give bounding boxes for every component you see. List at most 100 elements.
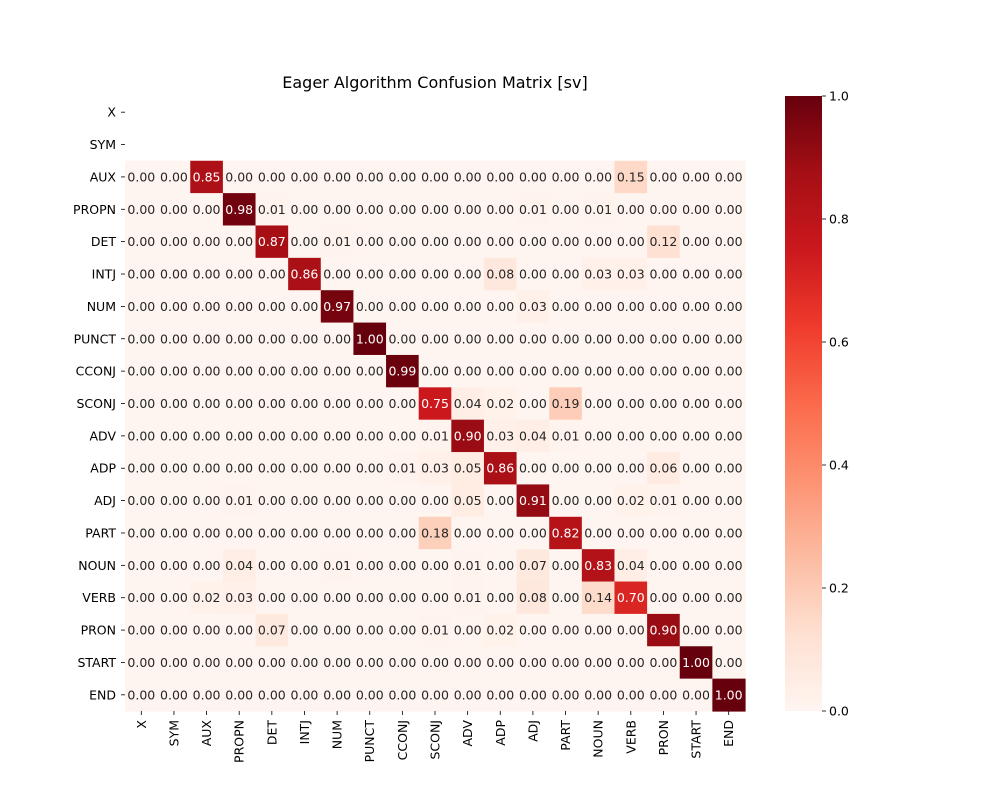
cell-value-label: 0.00 <box>323 331 351 346</box>
heatmap-cell <box>581 354 616 388</box>
cell-value-label: 0.00 <box>193 202 221 217</box>
cell-value-label: 0.00 <box>356 687 384 702</box>
heatmap-cell <box>516 452 550 486</box>
heatmap-cell <box>614 419 648 453</box>
cell-value-label: 0.70 <box>617 590 645 605</box>
cell-value-label: 0.00 <box>682 623 710 638</box>
colorbar-gradient <box>785 96 822 711</box>
cell-value-label: 0.00 <box>127 493 155 508</box>
heatmap-cell <box>418 387 452 421</box>
cell-value-label: 0.00 <box>388 493 416 508</box>
cell-value-label: 0.00 <box>649 267 677 282</box>
cell-value-label: 0.02 <box>486 623 514 638</box>
x-tick-label: PRON <box>656 720 671 755</box>
heatmap-cell <box>712 387 746 421</box>
heatmap-cell <box>125 484 159 518</box>
heatmap-cell <box>581 322 616 356</box>
heatmap-cell <box>157 322 191 356</box>
heatmap-cell <box>418 322 452 356</box>
heatmap-cell <box>581 452 616 486</box>
heatmap-cell <box>614 225 648 259</box>
cell-value-label: 0.00 <box>584 364 612 379</box>
heatmap-cell <box>190 225 224 259</box>
cell-value-label: 0.00 <box>584 234 612 249</box>
y-tick-label: PUNCT <box>74 331 117 346</box>
heatmap-cell <box>712 484 746 518</box>
cell-value-label: 0.00 <box>682 331 710 346</box>
heatmap-cell <box>125 452 159 486</box>
heatmap-cell <box>679 581 713 615</box>
cell-value-label: 0.00 <box>160 525 188 540</box>
cell-value-label: 0.00 <box>682 558 710 573</box>
heatmap-cell <box>386 257 420 291</box>
heatmap-cell <box>549 646 583 680</box>
cell-value-label: 0.00 <box>388 202 416 217</box>
cell-value-label: 0.00 <box>388 331 416 346</box>
x-tick-label: INTJ <box>297 720 312 744</box>
heatmap-cell <box>222 419 257 453</box>
x-tick-label: SYM <box>166 720 181 746</box>
cell-value-label: 1.00 <box>682 655 710 670</box>
heatmap-cell <box>483 354 518 388</box>
heatmap-cell <box>679 193 713 227</box>
heatmap-cell <box>614 387 648 421</box>
heatmap-cell <box>679 452 713 486</box>
cell-value-label: 0.00 <box>193 364 221 379</box>
cell-value-label: 0.00 <box>649 169 677 184</box>
cell-value-label: 0.00 <box>519 525 547 540</box>
heatmap-cell <box>353 225 387 259</box>
heatmap-cell <box>255 516 289 550</box>
heatmap-cell <box>418 581 452 615</box>
cell-value-label: 0.00 <box>225 461 253 476</box>
heatmap-cell <box>353 678 387 712</box>
heatmap-cell <box>255 484 289 518</box>
heatmap-cell <box>516 160 550 194</box>
cell-value-label: 0.00 <box>682 267 710 282</box>
cell-value-label: 0.00 <box>421 558 449 573</box>
cell-value-label: 0.00 <box>160 623 188 638</box>
cell-value-label: 0.99 <box>388 364 416 379</box>
colorbar-tick-label: 0.0 <box>829 704 849 719</box>
cell-value-label: 0.00 <box>127 428 155 443</box>
cell-value-label: 0.87 <box>258 234 286 249</box>
cell-value-label: 0.00 <box>552 299 580 314</box>
heatmap-cell <box>157 646 191 680</box>
heatmap-cell <box>255 354 289 388</box>
cell-value-label: 0.06 <box>649 461 677 476</box>
cell-value-label: 0.00 <box>682 396 710 411</box>
y-tick-label: END <box>89 687 116 702</box>
cell-value-label: 0.00 <box>356 558 384 573</box>
heatmap-cell <box>157 160 191 194</box>
heatmap-cell <box>255 160 289 194</box>
heatmap-cell <box>353 646 387 680</box>
cell-value-label: 0.00 <box>193 267 221 282</box>
heatmap-cell <box>451 646 485 680</box>
cell-value-label: 0.98 <box>225 202 253 217</box>
cell-value-label: 0.00 <box>649 590 677 605</box>
heatmap-cell <box>483 452 518 486</box>
heatmap-cell <box>647 419 681 453</box>
heatmap-cell <box>288 646 322 680</box>
cell-value-label: 0.00 <box>715 299 743 314</box>
heatmap-cell <box>483 581 518 615</box>
heatmap-cell <box>288 678 322 712</box>
heatmap-cell <box>483 160 518 194</box>
heatmap-cell <box>386 193 420 227</box>
heatmap-cell <box>288 516 322 550</box>
heatmap-cell <box>353 581 387 615</box>
y-tick-label: VERB <box>82 590 116 605</box>
heatmap-cell <box>386 516 420 550</box>
heatmap-cell <box>614 678 648 712</box>
heatmap-cell <box>255 290 289 324</box>
heatmap-cell <box>516 387 550 421</box>
heatmap-cell <box>581 160 616 194</box>
cell-value-label: 0.14 <box>584 590 612 605</box>
cell-value-label: 0.00 <box>127 169 155 184</box>
heatmap-cell <box>647 613 681 647</box>
heatmap-cell <box>712 354 746 388</box>
cell-value-label: 0.00 <box>160 428 188 443</box>
heatmap-cell <box>712 225 746 259</box>
heatmap-cell <box>125 160 159 194</box>
heatmap-cell <box>418 452 452 486</box>
